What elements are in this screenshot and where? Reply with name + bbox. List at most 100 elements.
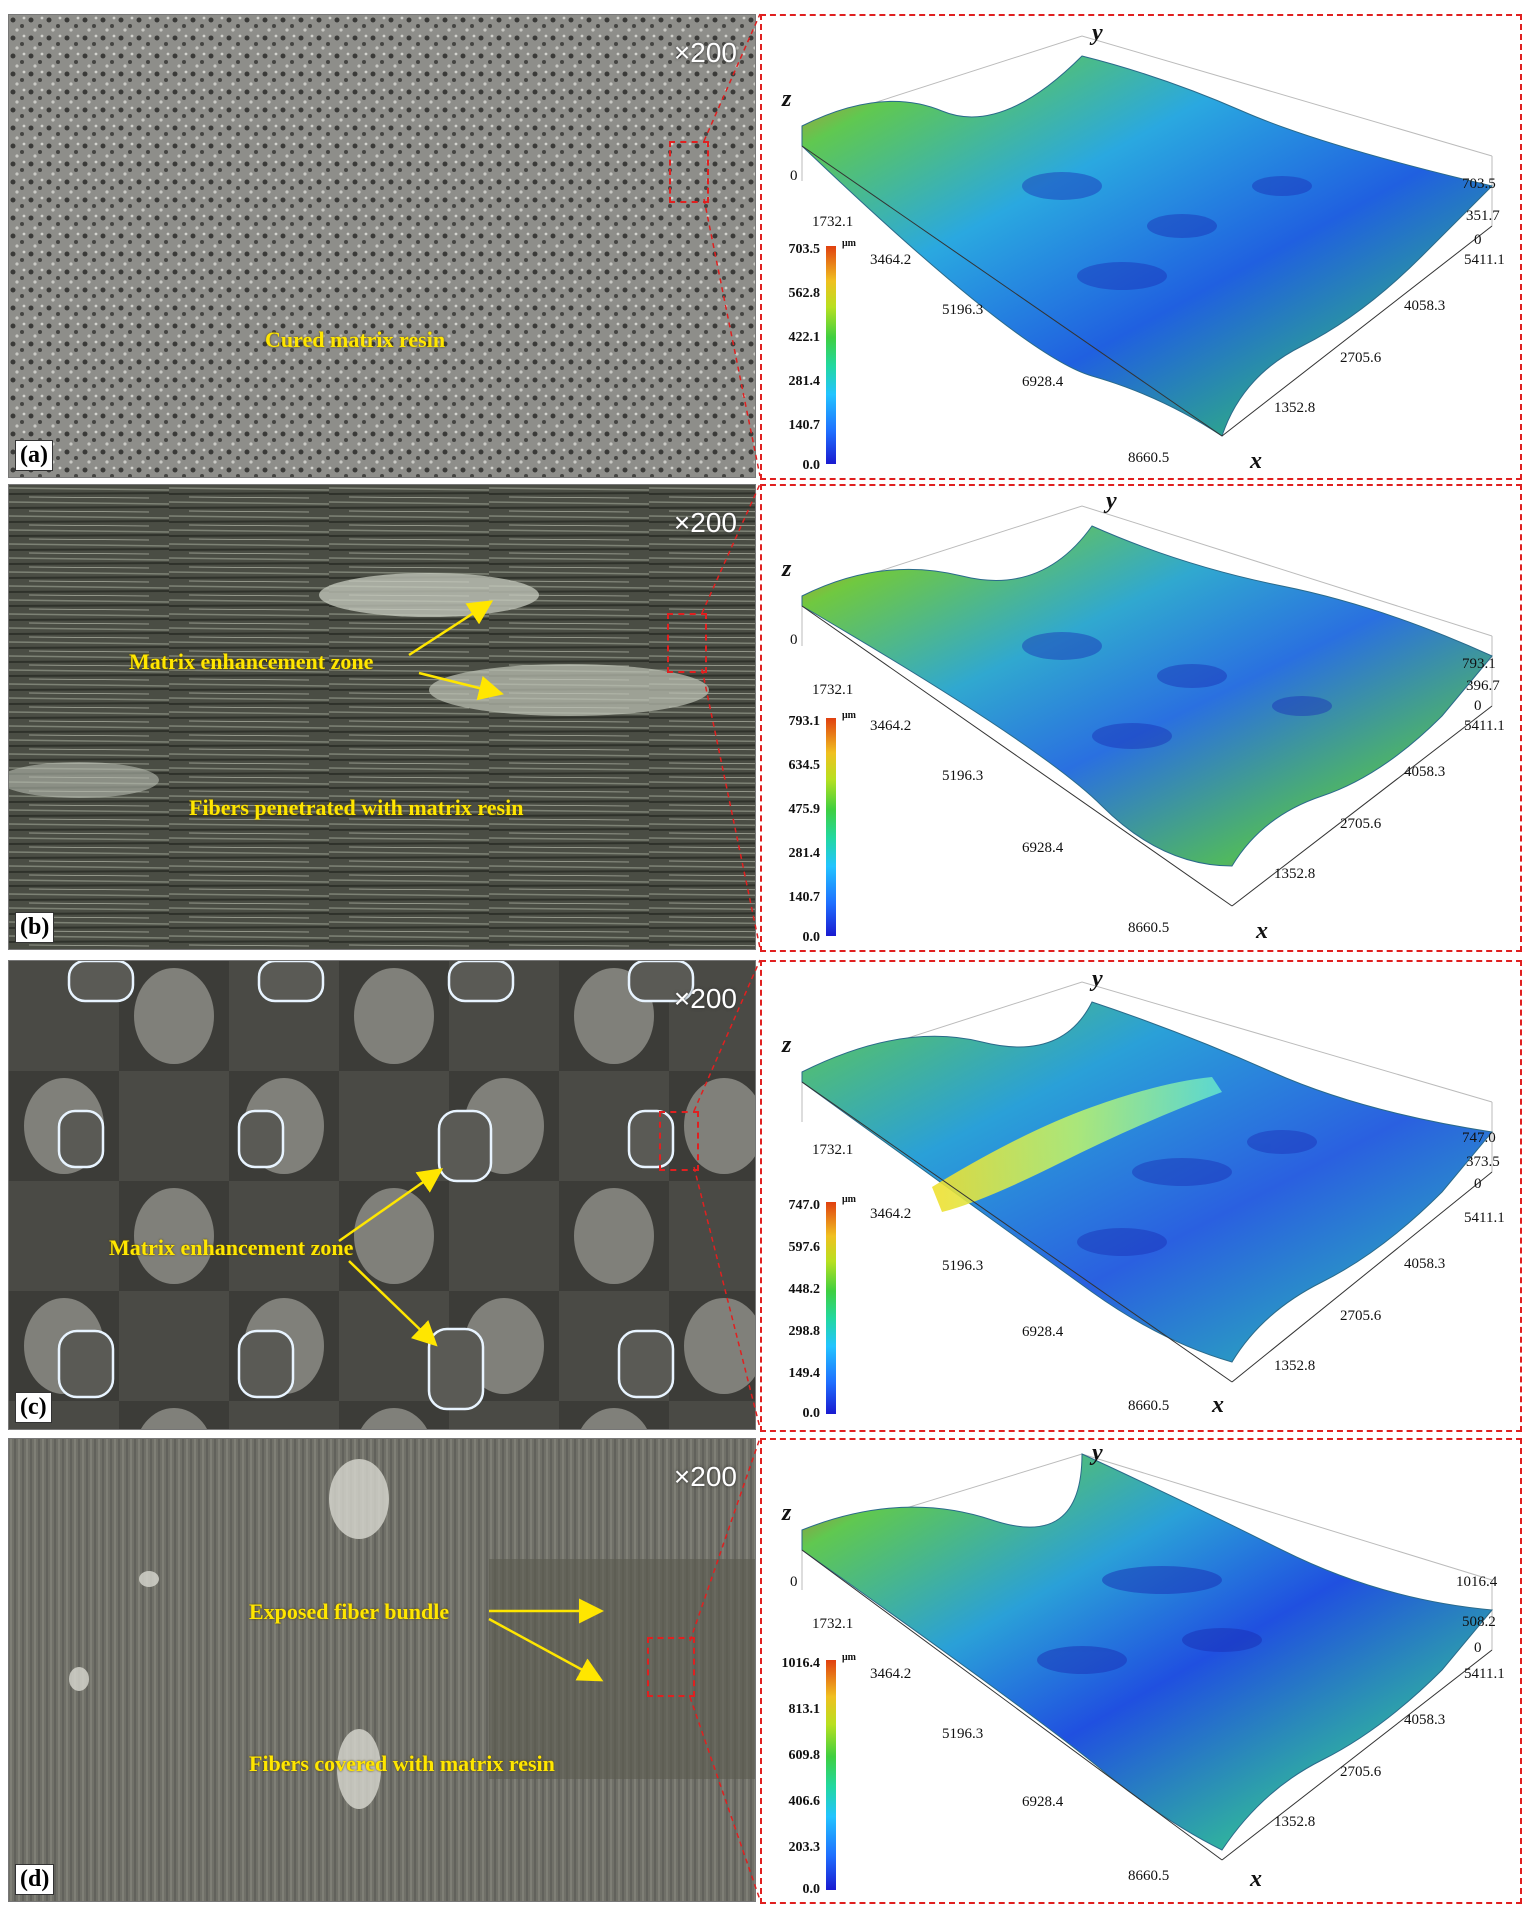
surface-depressions-c	[1077, 1130, 1317, 1256]
colorbar-tick-b-5: 0.0	[802, 930, 821, 945]
z-tick-b-2: 0	[1474, 698, 1482, 714]
x-tick-b-2: 3464.2	[870, 718, 912, 734]
surface-graphic-c	[801, 981, 1493, 1383]
surface-depressions-b	[1022, 632, 1332, 749]
panel-label-c: (c)	[15, 1392, 52, 1423]
x-tick-d-1: 1732.1	[812, 1616, 854, 1632]
panel-label-d: (d)	[15, 1864, 55, 1895]
annotation-exposed-fiber-bundle: Exposed fiber bundle	[249, 1599, 450, 1624]
x-tick-b-0: 0	[790, 632, 798, 648]
colorbar-tick-d-5: 0.0	[802, 1882, 821, 1897]
surface-mesh-c	[801, 1001, 1493, 1363]
surface-mesh-b	[801, 525, 1493, 867]
surface-graphic-b	[801, 505, 1493, 907]
magnification-a: ×200	[673, 37, 737, 68]
axis-label-z-b: z	[782, 556, 792, 582]
colorbar-d	[826, 1660, 836, 1890]
figure-row-c: ×200 Matrix enhancement zone (c)	[0, 956, 1528, 1434]
annotation-fibers-covered: Fibers covered with matrix resin	[249, 1751, 555, 1776]
x-tick-a-2: 3464.2	[870, 252, 912, 268]
colorbar-tick-d-0: 1016.4	[781, 1656, 821, 1671]
colorbar-tick-a-5: 0.0	[802, 458, 821, 473]
colorbar-tick-b-4: 140.7	[788, 890, 821, 905]
y-tick-a-3: 1352.8	[1274, 400, 1316, 416]
x-tick-a-0: 0	[790, 168, 798, 184]
x-tick-c-1: 1732.1	[812, 1142, 854, 1158]
surface-plot-d: z y x 0 1732.1 3464.2 5196.3 6928.4 8660…	[760, 1438, 1522, 1904]
axis-lines-a	[801, 145, 1493, 437]
axis-label-x-a: x	[1250, 448, 1262, 474]
colorbar-tick-c-0: 747.0	[788, 1198, 821, 1213]
colorbar-tick-b-2: 475.9	[788, 802, 821, 817]
surface-ridge-c	[932, 1077, 1222, 1212]
x-tick-a-5: 8660.5	[1128, 450, 1170, 466]
micrograph-d: ×200 Exposed fiber bundle Fibers covered…	[8, 1438, 756, 1902]
axis-label-x-b: x	[1256, 918, 1268, 944]
surface-plot-a: z y x 0 1732.1 3464.2 5196.3 6928.4 8660…	[760, 14, 1522, 480]
y-tick-a-2: 2705.6	[1340, 350, 1382, 366]
z-tick-c-1: 373.5	[1466, 1154, 1500, 1170]
x-tick-d-3: 5196.3	[942, 1726, 984, 1742]
axis-label-y-d: y	[1092, 1440, 1103, 1466]
x-tick-d-5: 8660.5	[1128, 1868, 1170, 1884]
z-tick-d-1: 508.2	[1462, 1614, 1496, 1630]
y-tick-b-2: 2705.6	[1340, 816, 1382, 832]
colorbar-tick-a-1: 562.8	[788, 286, 821, 301]
x-tick-b-3: 5196.3	[942, 768, 984, 784]
y-tick-d-1: 4058.3	[1404, 1712, 1446, 1728]
surface-graphic-d	[801, 1453, 1493, 1861]
colorbar-tick-b-0: 793.1	[788, 714, 821, 729]
z-tick-a-2: 0	[1474, 232, 1482, 248]
colorbar-tick-d-4: 203.3	[788, 1840, 821, 1855]
colorbar-tick-c-2: 448.2	[788, 1282, 821, 1297]
panel-label-a: (a)	[15, 440, 53, 471]
roi-box-d	[647, 1637, 695, 1697]
x-tick-b-5: 8660.5	[1128, 920, 1170, 936]
axis-label-y-b: y	[1106, 488, 1117, 514]
z-tick-d-2: 0	[1474, 1640, 1482, 1656]
magnification-d: ×200	[673, 1461, 737, 1492]
annotation-fibers-penetrated: Fibers penetrated with matrix resin	[189, 795, 524, 820]
x-tick-d-2: 3464.2	[870, 1666, 912, 1682]
y-tick-d-0: 5411.1	[1464, 1666, 1505, 1682]
axis-lines-c	[801, 1081, 1493, 1383]
magnification-c: ×200	[673, 983, 737, 1014]
surface-depressions-d	[1037, 1566, 1262, 1674]
annotation-matrix-enhancement-zone-b: Matrix enhancement zone	[129, 649, 374, 674]
micrograph-b: ×200 Matrix enhancement zone Fibers pene…	[8, 484, 756, 950]
axis-label-y-a: y	[1092, 20, 1103, 46]
annotation-cured-matrix-resin: Cured matrix resin	[265, 327, 446, 352]
z-tick-a-1: 351.7	[1466, 208, 1500, 224]
colorbar-unit-d: μm	[842, 1652, 856, 1663]
roi-box-b	[667, 613, 707, 673]
colorbar-tick-a-0: 703.5	[788, 242, 821, 257]
figure-row-a: ×200 Cured matrix resin (a)	[0, 0, 1528, 480]
micrograph-texture-d	[9, 1439, 755, 1901]
colorbar-tick-a-3: 281.4	[788, 374, 821, 389]
surface-mesh-a	[801, 55, 1493, 437]
figure-row-d: ×200 Exposed fiber bundle Fibers covered…	[0, 1434, 1528, 1904]
y-tick-b-3: 1352.8	[1274, 866, 1316, 882]
y-tick-c-3: 1352.8	[1274, 1358, 1316, 1374]
micrograph-a: ×200 Cured matrix resin (a)	[8, 14, 756, 478]
x-tick-c-3: 5196.3	[942, 1258, 984, 1274]
colorbar-c	[826, 1202, 836, 1414]
x-tick-b-1: 1732.1	[812, 682, 854, 698]
axis-label-y-c: y	[1092, 966, 1103, 992]
axis-label-x-c: x	[1212, 1392, 1224, 1418]
colorbar-tick-c-3: 298.8	[788, 1324, 821, 1339]
colorbar-b	[826, 718, 836, 936]
magnification-b: ×200	[673, 507, 737, 538]
axis-label-z-d: z	[782, 1500, 792, 1526]
micrograph-c: ×200 Matrix enhancement zone (c)	[8, 960, 756, 1430]
x-tick-b-4: 6928.4	[1022, 840, 1064, 856]
z-tick-d-0: 1016.4	[1456, 1574, 1498, 1590]
y-tick-c-0: 5411.1	[1464, 1210, 1505, 1226]
z-tick-c-0: 747.0	[1462, 1130, 1496, 1146]
colorbar-tick-d-3: 406.6	[788, 1794, 821, 1809]
y-tick-d-2: 2705.6	[1340, 1764, 1382, 1780]
colorbar-tick-c-5: 0.0	[802, 1406, 821, 1421]
z-tick-a-0: 703.5	[1462, 176, 1496, 192]
colorbar-tick-b-3: 281.4	[788, 846, 821, 861]
x-tick-a-1: 1732.1	[812, 214, 854, 230]
